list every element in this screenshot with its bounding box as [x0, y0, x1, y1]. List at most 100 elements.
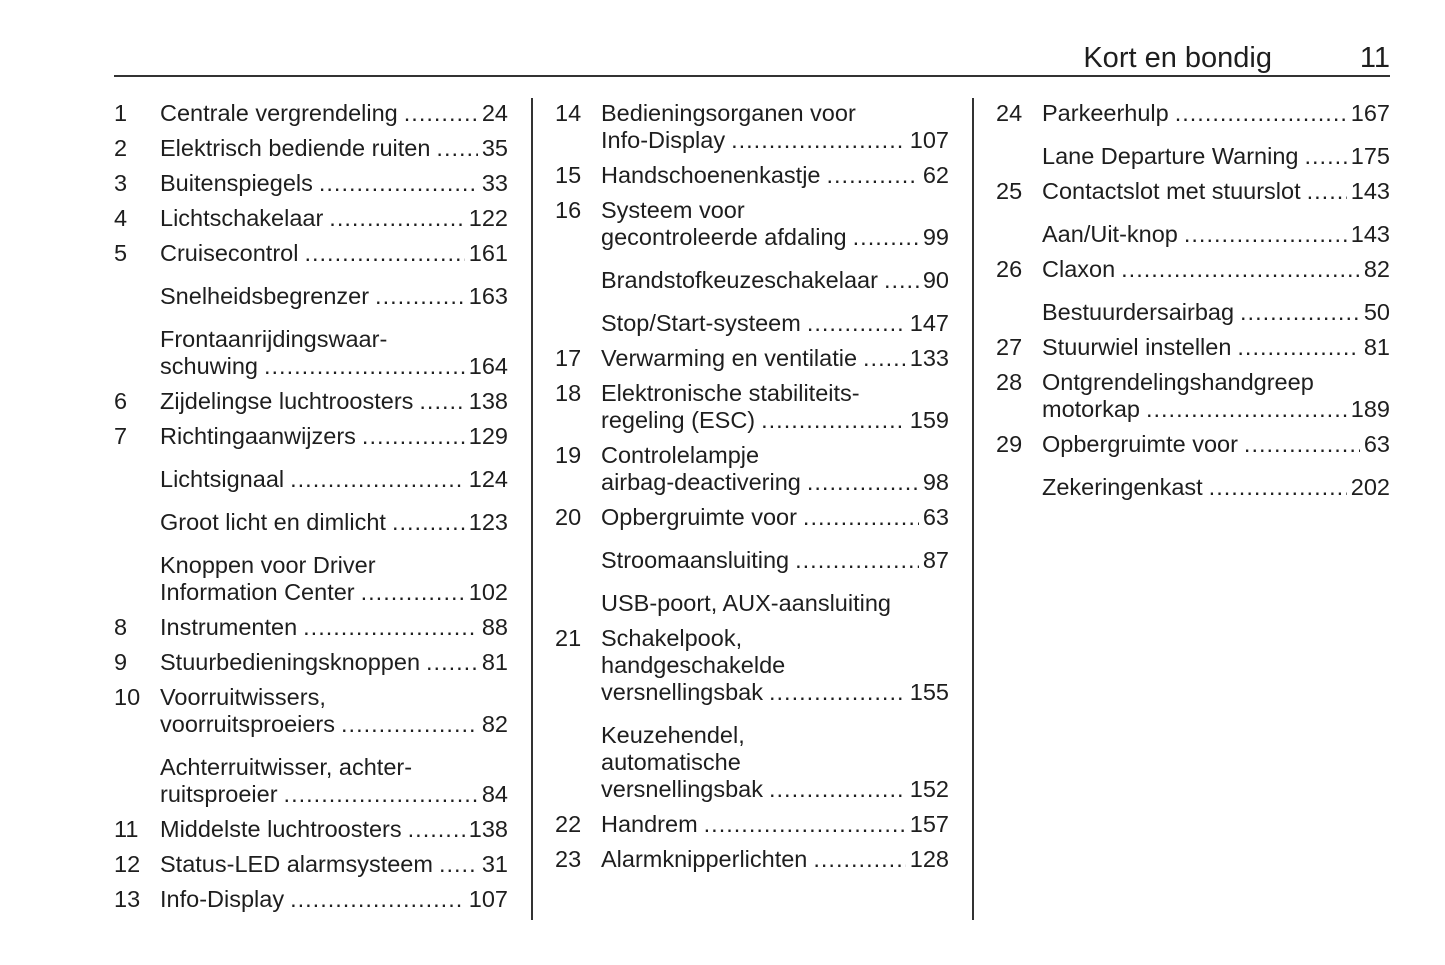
- index-entry[interactable]: 17 Verwarming en ventilatie 133: [555, 345, 949, 372]
- index-entry[interactable]: 23 Alarmknipperlichten 128: [555, 846, 949, 873]
- index-entry[interactable]: 6 Zijdelingse luchtroosters 138: [114, 388, 508, 415]
- page-reference[interactable]: 138: [468, 388, 508, 414]
- index-entry[interactable]: 1 Centrale vergrendeling 24: [114, 100, 508, 127]
- entry-line: regeling (ESC) 159: [601, 407, 949, 434]
- index-entry[interactable]: Bestuurdersairbag 50: [996, 299, 1390, 326]
- entry-line: voorruitsproeiers 82: [160, 711, 508, 738]
- page-reference[interactable]: 143: [1350, 178, 1390, 204]
- index-entry[interactable]: 2 Elektrisch bediende ruiten 35: [114, 135, 508, 162]
- page-reference[interactable]: 81: [1363, 334, 1390, 360]
- index-entry[interactable]: 7 Richtingaanwijzers 129: [114, 423, 508, 450]
- entry-text: Cruisecontrol: [160, 240, 299, 266]
- page-reference[interactable]: 128: [909, 846, 949, 872]
- page-reference[interactable]: 157: [909, 811, 949, 837]
- dot-leader: [1209, 474, 1347, 501]
- page-reference[interactable]: 163: [468, 283, 508, 309]
- page-reference[interactable]: 63: [1363, 431, 1390, 457]
- page-reference[interactable]: 102: [468, 579, 508, 605]
- page-reference[interactable]: 63: [922, 504, 949, 530]
- index-entry[interactable]: 18 Elektronische stabiliteits-regeling (E…: [555, 380, 949, 434]
- index-entry[interactable]: Brandstofkeuzeschakelaar 90: [555, 267, 949, 294]
- page-reference[interactable]: 33: [481, 170, 508, 196]
- index-entry[interactable]: Stroomaansluiting 87: [555, 547, 949, 574]
- page-reference[interactable]: 24: [481, 100, 508, 126]
- index-entry[interactable]: 26 Claxon 82: [996, 256, 1390, 283]
- index-entry[interactable]: 11 Middelste luchtroosters 138: [114, 816, 508, 843]
- page-reference[interactable]: 35: [481, 135, 508, 161]
- page-reference[interactable]: 129: [468, 423, 508, 449]
- index-entry[interactable]: Groot licht en dimlicht 123: [114, 509, 508, 536]
- entry-text: Stuurwiel instellen: [1042, 334, 1232, 360]
- page-reference[interactable]: 152: [909, 776, 949, 802]
- page-reference[interactable]: 81: [481, 649, 508, 675]
- page-reference[interactable]: 62: [922, 162, 949, 188]
- index-entry[interactable]: 3 Buitenspiegels 33: [114, 170, 508, 197]
- index-entry[interactable]: 9 Stuurbedieningsknoppen 81: [114, 649, 508, 676]
- index-entry[interactable]: 21 Schakelpook, handgeschakelde versnelling…: [555, 625, 949, 706]
- page-reference[interactable]: 167: [1350, 100, 1390, 126]
- index-entry[interactable]: Zekeringenkast 202: [996, 474, 1390, 501]
- index-entry[interactable]: 22 Handrem 157: [555, 811, 949, 838]
- index-entry[interactable]: 20 Opbergruimte voor 63: [555, 504, 949, 531]
- index-entry[interactable]: USB-poort, AUX-aansluiting: [555, 590, 949, 617]
- index-entry[interactable]: 12 Status-LED alarmsysteem 31: [114, 851, 508, 878]
- page-reference[interactable]: 88: [481, 614, 508, 640]
- index-entry[interactable]: 4 Lichtschakelaar 122: [114, 205, 508, 232]
- page-reference[interactable]: 189: [1350, 396, 1390, 422]
- index-entry[interactable]: 5 Cruisecontrol 161: [114, 240, 508, 267]
- header-rule: [114, 75, 1390, 77]
- index-entry[interactable]: 24 Parkeerhulp 167: [996, 100, 1390, 127]
- page-reference[interactable]: 159: [909, 407, 949, 433]
- entry-number: 2: [114, 135, 128, 161]
- page-reference[interactable]: 175: [1350, 143, 1390, 169]
- page-reference[interactable]: 147: [909, 310, 949, 336]
- index-entry[interactable]: 27 Stuurwiel instellen 81: [996, 334, 1390, 361]
- page-reference[interactable]: 143: [1350, 221, 1390, 247]
- entry-line: Brandstofkeuzeschakelaar 90: [601, 267, 949, 294]
- page-reference[interactable]: 90: [922, 267, 949, 293]
- page-reference[interactable]: 122: [468, 205, 508, 231]
- index-entry[interactable]: Lane Departure Warning 175: [996, 143, 1390, 170]
- index-entry[interactable]: Stop/Start-systeem 147: [555, 310, 949, 337]
- entry-text: Snelheidsbegrenzer: [160, 283, 370, 309]
- page-reference[interactable]: 161: [468, 240, 508, 266]
- index-entry[interactable]: 29 Opbergruimte voor 63: [996, 431, 1390, 458]
- page-reference[interactable]: 164: [468, 353, 508, 379]
- page-reference[interactable]: 98: [922, 469, 949, 495]
- index-entry[interactable]: 8 Instrumenten 88: [114, 614, 508, 641]
- page-reference[interactable]: 107: [909, 127, 949, 153]
- index-entry[interactable]: Aan/Uit-knop 143: [996, 221, 1390, 248]
- page-reference[interactable]: 155: [909, 679, 949, 705]
- page-reference[interactable]: 133: [909, 345, 949, 371]
- entry-line: Handschoenenkastje 62: [601, 162, 949, 189]
- index-entry[interactable]: Achterruitwisser, achter-ruitsproeier 84: [114, 754, 508, 808]
- page-reference[interactable]: 50: [1363, 299, 1390, 325]
- page-reference[interactable]: 202: [1350, 474, 1390, 500]
- page-reference[interactable]: 99: [922, 224, 949, 250]
- index-entry[interactable]: Frontaanrijdingswaar-schuwing 164: [114, 326, 508, 380]
- index-entry[interactable]: 25 Contactslot met stuurslot 143: [996, 178, 1390, 205]
- page-reference[interactable]: 138: [468, 816, 508, 842]
- dot-leader: [731, 127, 906, 154]
- page-reference[interactable]: 123: [468, 509, 508, 535]
- page-reference[interactable]: 84: [481, 781, 508, 807]
- index-entry[interactable]: Lichtsignaal 124: [114, 466, 508, 493]
- page-reference[interactable]: 124: [468, 466, 508, 492]
- index-entry[interactable]: 10 Voorruitwissers,voorruitsproeiers 82: [114, 684, 508, 738]
- page-reference[interactable]: 82: [481, 711, 508, 737]
- page-reference[interactable]: 31: [481, 851, 508, 877]
- page-reference[interactable]: 107: [468, 886, 508, 912]
- index-entry[interactable]: 13 Info-Display 107: [114, 886, 508, 913]
- entry-line: Opbergruimte voor 63: [1042, 431, 1390, 458]
- page-reference[interactable]: 87: [922, 547, 949, 573]
- index-entry[interactable]: Snelheidsbegrenzer 163: [114, 283, 508, 310]
- entry-line: Buitenspiegels 33: [160, 170, 508, 197]
- index-entry[interactable]: 15 Handschoenenkastje 62: [555, 162, 949, 189]
- page-reference[interactable]: 82: [1363, 256, 1390, 282]
